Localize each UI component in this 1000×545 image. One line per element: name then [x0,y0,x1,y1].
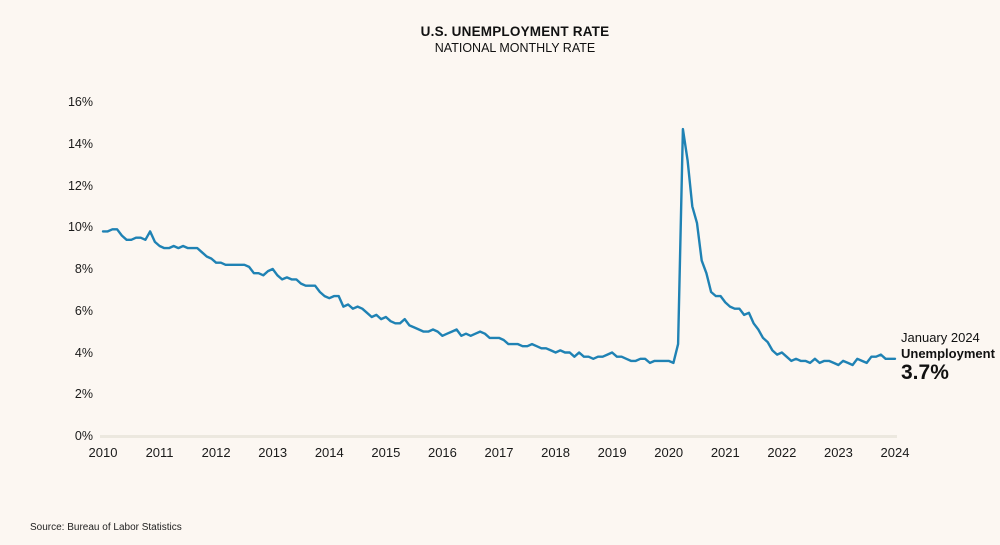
x-axis-tick-label: 2022 [767,445,797,460]
x-axis-tick-label: 2017 [484,445,514,460]
chart-subtitle: NATIONAL MONTHLY RATE [434,41,596,55]
x-axis-tick-label: 2016 [427,445,457,460]
y-axis-tick-label: 0% [74,429,93,443]
y-axis-tick-label: 4% [74,345,93,360]
chart-title: U.S. UNEMPLOYMENT RATE [420,24,610,39]
x-axis-tick-label: 2023 [823,445,853,460]
annotation-label: Unemployment [901,346,995,361]
x-axis-tick-label: 2010 [88,445,118,460]
y-axis-tick-label: 2% [74,387,93,402]
y-axis-tick-label: 8% [74,262,93,276]
x-axis-tick-label: 2013 [258,445,288,460]
source-note: Source: Bureau of Labor Statistics [30,522,182,533]
y-axis-tick-label: 10% [67,220,93,235]
y-axis-tick-label: 16% [67,95,93,109]
latest-value-annotation: January 2024 Unemployment 3.7% [901,330,995,384]
y-axis-tick-label: 12% [67,178,93,193]
x-axis-tick-label: 2018 [541,445,571,460]
x-axis-tick-label: 2019 [597,445,627,460]
x-axis-tick-label: 2024 [880,445,910,460]
y-axis-tick-label: 6% [74,303,93,318]
x-axis-tick-label: 2015 [371,445,401,460]
y-axis-tick-label: 14% [67,136,93,151]
annotation-value: 3.7% [901,361,949,384]
x-axis-tick-label: 2011 [145,445,174,460]
x-axis-tick-label: 2014 [314,445,344,460]
x-axis-tick-label: 2020 [654,445,684,460]
unemployment-rate-line [101,127,897,367]
x-axis-tick-label: 2021 [710,445,740,460]
annotation-date: January 2024 [901,330,980,345]
title-block: U.S. UNEMPLOYMENT RATE NATIONAL MONTHLY … [30,24,1000,56]
x-axis-tick-label: 2012 [201,445,231,460]
